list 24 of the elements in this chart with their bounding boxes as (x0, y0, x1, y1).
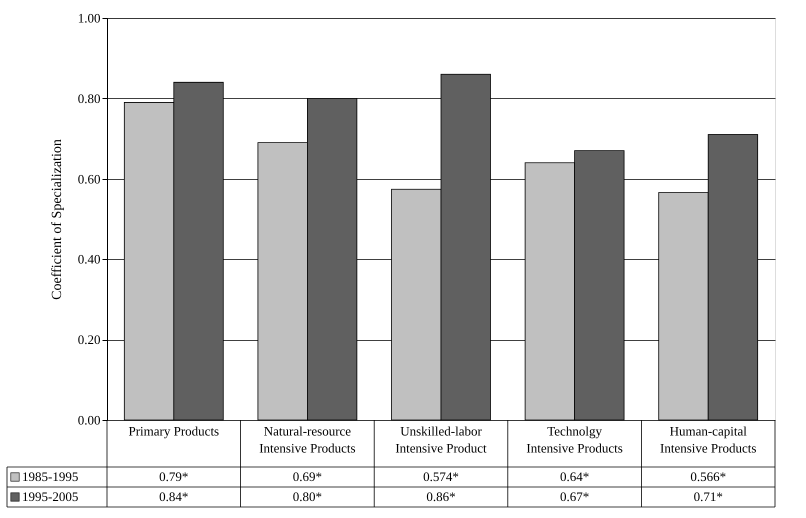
data-label: 0.69* (292, 469, 322, 484)
data-label: 0.574* (423, 469, 459, 484)
x-tick-label: Human-capital Intensive Products (660, 424, 756, 456)
legend-label: 1995-2005 (22, 489, 78, 504)
data-label: 0.84* (159, 489, 188, 504)
x-tick-label: Primary Products (128, 424, 220, 438)
x-tick-label: Technolgy Intensive Products (526, 424, 623, 456)
y-tick-label: 1.00 (78, 10, 100, 26)
y-tick-label: 0.20 (78, 332, 100, 348)
data-label: 0.86* (426, 489, 456, 504)
y-tick-label: 0.40 (78, 252, 100, 267)
data-label: 0.79* (159, 469, 188, 484)
data-label: 0.80* (292, 489, 322, 504)
y-tick-label: 0.80 (78, 90, 100, 106)
legend-label: 1985-1995 (22, 469, 78, 484)
data-label: 0.566* (690, 469, 726, 484)
y-tick-label: 0.00 (78, 412, 100, 428)
x-tick-label: Natural-resource Intensive Products (259, 424, 356, 456)
data-label: 0.67* (560, 489, 590, 504)
y-axis-title: Coefficient of Specialization (50, 139, 65, 300)
data-label: 0.71* (694, 489, 723, 504)
data-label: 0.64* (560, 469, 590, 484)
x-tick-label: Unskilled-labor Intensive Product (395, 424, 488, 456)
y-tick-label: 0.60 (78, 171, 100, 186)
